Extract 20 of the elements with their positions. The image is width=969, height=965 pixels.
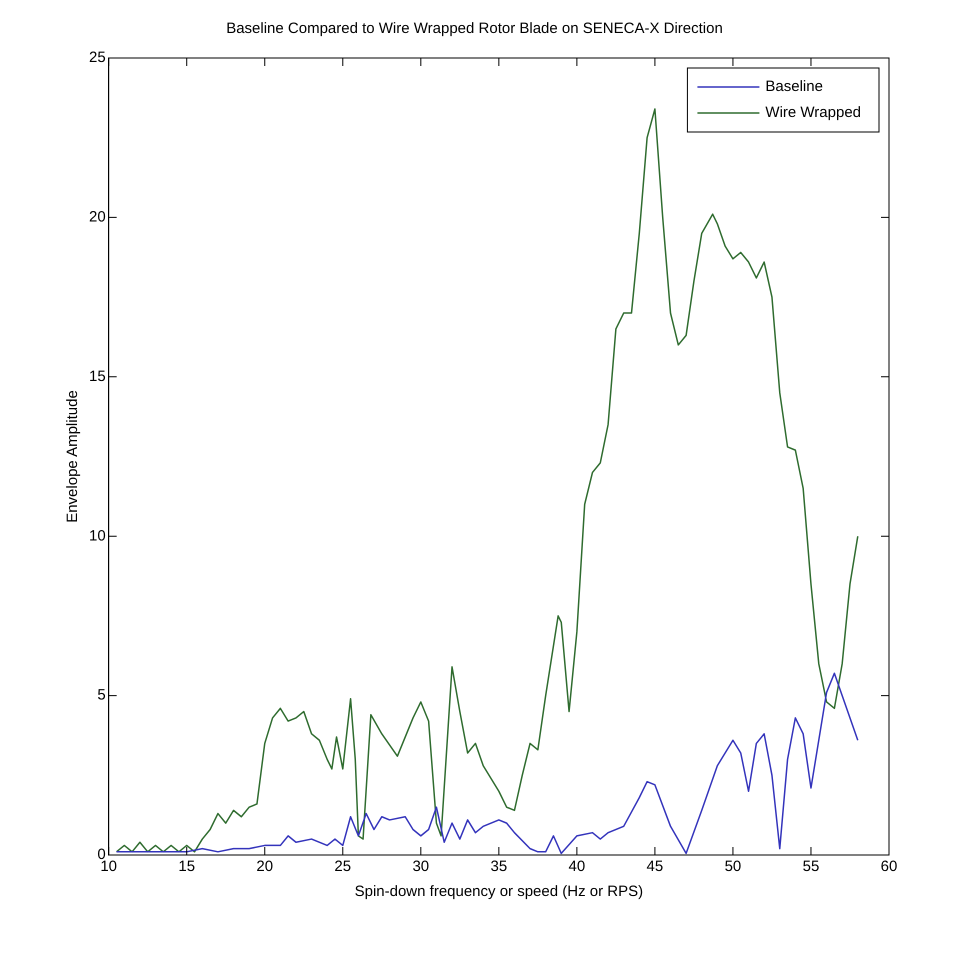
x-tick-label: 50 — [724, 858, 742, 876]
legend-label: Wire Wrapped — [765, 104, 862, 122]
y-tick-label: 10 — [88, 527, 106, 544]
x-tick-label: 40 — [568, 858, 586, 876]
y-tick-label: 20 — [88, 208, 106, 226]
x-tick-label: 30 — [412, 858, 430, 876]
legend-label: Baseline — [765, 78, 823, 96]
x-tick-label: 35 — [490, 858, 508, 876]
x-tick-label: 45 — [646, 858, 664, 876]
chart-title: Baseline Compared to Wire Wrapped Rotor Blade on SENECA-X Direction — [226, 20, 723, 38]
x-axis-title: Spin-down frequency or speed (Hz or RPS) — [354, 883, 644, 900]
y-tick-label: 25 — [88, 49, 106, 66]
x-tick-label: 15 — [178, 858, 196, 876]
x-tick-label: 55 — [802, 858, 820, 876]
x-tick-label: 60 — [880, 858, 898, 876]
x-tick-label: 25 — [334, 858, 352, 876]
y-tick-label: 15 — [88, 368, 106, 385]
y-axis-title: Envelope Amplitude — [64, 390, 82, 523]
y-tick-label: 5 — [97, 686, 106, 704]
x-tick-label: 20 — [256, 858, 274, 876]
